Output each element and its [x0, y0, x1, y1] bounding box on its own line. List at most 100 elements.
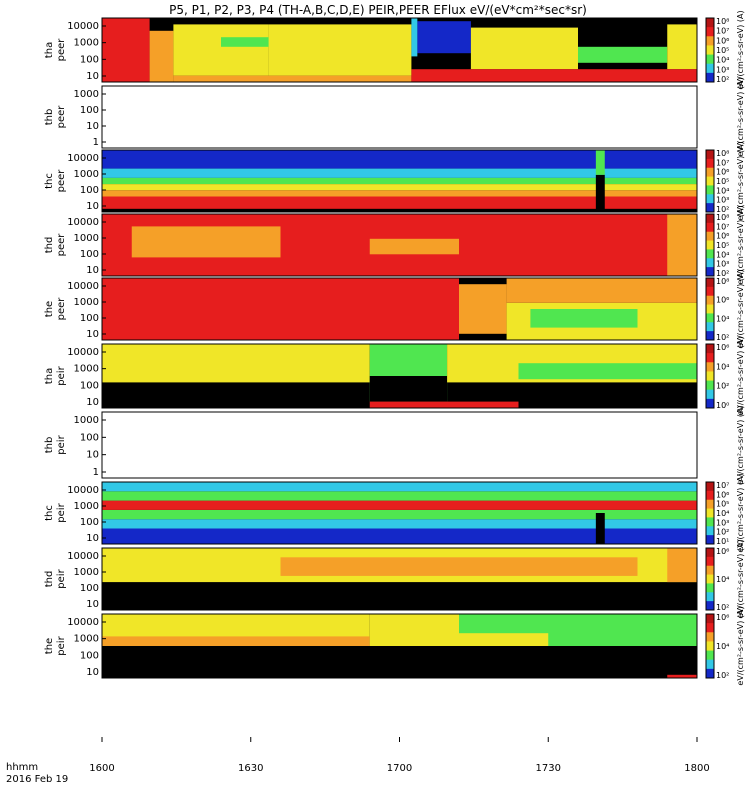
colorbar-frame — [705, 17, 715, 83]
chart-title: P5, P1, P2, P3, P4 (TH-A,B,C,D,E) PEIR,P… — [169, 3, 587, 17]
colorbar-frame — [705, 213, 715, 277]
y-tick-label: 100 — [80, 54, 99, 65]
panel-thb_peir: 1 10 100 1000 thb peir eV/(cm²-s-sr-eV) (A) — [44, 405, 745, 484]
colorbar-frame — [705, 343, 715, 409]
colorbar-tick-label: 10² — [716, 382, 729, 391]
colorbar-frame — [705, 277, 715, 341]
panel-tha_peir: 10 100 1000 10000 tha peir 10⁰ 10² 10⁴ 10⁶ eV/(cm²… — [44, 336, 745, 415]
y-tick-label: 1000 — [74, 169, 99, 180]
panel-ylabel: thd — [44, 237, 55, 254]
colorbar-segment — [706, 45, 714, 56]
colorbar-tick-label: 10² — [716, 333, 729, 342]
colorbar-segment — [706, 167, 714, 178]
colorbar-segment — [706, 623, 714, 633]
colorbar-segment — [706, 344, 714, 354]
colorbar-segment — [706, 72, 714, 83]
time-axis: 1600 1630 1700 1730 1800 — [89, 737, 710, 774]
spectrogram-block — [102, 196, 697, 209]
panel-ylabel: peir — [56, 635, 67, 655]
spectrogram-block — [667, 214, 697, 276]
spectrogram-block — [595, 174, 605, 212]
colorbar-tick-label: 10¹ — [716, 537, 729, 546]
panel-frame — [101, 85, 698, 149]
y-tick-label: 10000 — [67, 485, 99, 496]
y-tick-label: 1000 — [74, 233, 99, 244]
spectrogram-block — [667, 674, 697, 678]
y-tick-label: 1000 — [74, 38, 99, 49]
spectrogram-block — [595, 150, 605, 175]
panel-ylabel: tha — [44, 42, 55, 58]
colorbar-segment — [706, 150, 714, 160]
colorbar-tick-label: 10⁸ — [716, 213, 729, 222]
colorbar-segment — [706, 54, 714, 65]
colorbar-tick-label: 10³ — [716, 518, 729, 527]
y-tick-label: 10 — [86, 329, 99, 340]
colorbar-tick-label: 10⁴ — [716, 509, 729, 518]
panel-ylabel: thb — [44, 109, 55, 126]
colorbar-segment — [706, 398, 714, 409]
spectrogram-block — [411, 69, 697, 82]
colorbar-segment — [706, 258, 714, 268]
spectrogram-block — [417, 21, 471, 54]
colorbar-segment — [706, 490, 714, 501]
spectrogram-block — [102, 528, 697, 544]
y-tick-label: 10000 — [67, 281, 99, 292]
y-tick-label: 1000 — [74, 634, 99, 645]
spectrogram-block — [102, 190, 697, 197]
colorbar-segment — [706, 27, 714, 37]
y-tick-label: 100 — [80, 650, 99, 661]
colorbar-segment — [706, 517, 714, 527]
spectrogram-block — [149, 30, 174, 82]
y-tick-label: 1 — [93, 467, 99, 478]
spectrogram-block — [102, 509, 697, 520]
colorbar-label: eV/(cm²-s-sr-eV) (A) — [736, 10, 745, 89]
colorbar-segment — [706, 650, 714, 661]
colorbar-tick-label: 10⁷ — [716, 481, 729, 490]
colorbar-segment — [706, 565, 714, 576]
spectrogram-block — [518, 363, 697, 380]
colorbar-tick-label: 10² — [716, 205, 729, 214]
colorbar-segment — [706, 203, 714, 213]
colorbar-segment — [706, 601, 714, 611]
panel-ylabel: peir — [56, 568, 67, 588]
colorbar-segment — [706, 295, 714, 306]
spectrogram-block — [667, 548, 697, 583]
panel-thc_peir: 10 100 1000 10000 thc peir 10¹10²10³10⁴10⁵10⁶1… — [44, 473, 745, 552]
panel-ylabel: thc — [44, 505, 55, 521]
colorbar-frame — [705, 547, 715, 611]
x-tick-label: 1730 — [536, 763, 561, 774]
colorbar-tick-label: 10⁷ — [716, 27, 729, 36]
colorbar-segment — [706, 313, 714, 323]
colorbar-segment — [706, 548, 714, 558]
y-tick-label: 100 — [80, 249, 99, 260]
panel-ylabel: peir — [56, 365, 67, 385]
colorbar-segment — [706, 659, 714, 670]
y-tick-label: 1000 — [74, 89, 99, 100]
panel-frame — [101, 481, 698, 545]
colorbar-segment — [706, 353, 714, 363]
panel-thd_peir: 10 100 1000 10000 thd peir 10² 10⁴ 10⁶ eV/(cm²-s-… — [44, 539, 745, 618]
panel-ylabel: tha — [44, 368, 55, 384]
colorbar-tick-label: 10⁶ — [716, 613, 729, 622]
panel-frame — [101, 17, 698, 83]
x-tick-label: 1630 — [238, 763, 263, 774]
panel-ylabel: thc — [44, 173, 55, 189]
colorbar-tick-label: 10³ — [716, 260, 729, 269]
colorbar-tick-label: 10⁴ — [716, 575, 729, 584]
colorbar-segment — [706, 194, 714, 204]
colorbar-segment — [706, 185, 714, 195]
colorbar-tick-label: 10⁶ — [716, 232, 729, 241]
colorbar-segment — [706, 371, 714, 382]
panel-ylabel: peer — [56, 105, 67, 129]
colorbar-segment — [706, 592, 714, 602]
colorbar-tick-label: 10⁶ — [716, 547, 729, 556]
colorbar-tick-label: 10⁴ — [716, 186, 729, 195]
colorbar-label: eV/(cm²-s-sr-eV) (A) — [736, 269, 745, 348]
colorbar-segment — [706, 574, 714, 584]
y-tick-label: 1000 — [74, 567, 99, 578]
colorbar-segment — [706, 214, 714, 224]
panel-ylabel: thb — [44, 437, 55, 454]
colorbar-label: eV/(cm²-s-sr-eV) (A) — [736, 77, 745, 156]
